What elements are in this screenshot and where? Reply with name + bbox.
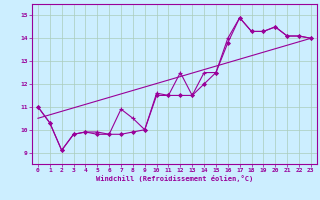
X-axis label: Windchill (Refroidissement éolien,°C): Windchill (Refroidissement éolien,°C)	[96, 175, 253, 182]
